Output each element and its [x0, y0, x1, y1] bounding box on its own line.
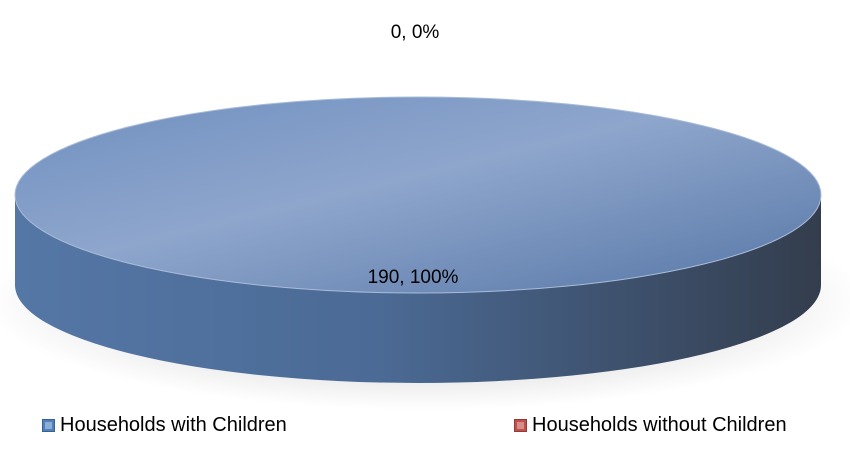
legend-swatch-red: [514, 419, 527, 432]
legend-swatch-blue: [42, 419, 55, 432]
legend-label: Households without Children: [532, 414, 787, 436]
legend-label: Households with Children: [60, 414, 287, 436]
legend-item-households-with-children: Households with Children: [42, 414, 287, 437]
pie-slice-households-with-children-side: [15, 195, 821, 383]
pie-slice-households-with-children-top: [14, 96, 822, 294]
pie-slice-households-with-children: [14, 96, 822, 383]
data-label-households-without-children: 0, 0%: [391, 22, 440, 43]
legend: Households with Children Households with…: [0, 414, 850, 444]
legend-item-households-without-children: Households without Children: [514, 414, 787, 437]
data-label-households-with-children: 190, 100%: [368, 267, 459, 288]
pie-slices: [14, 96, 822, 383]
